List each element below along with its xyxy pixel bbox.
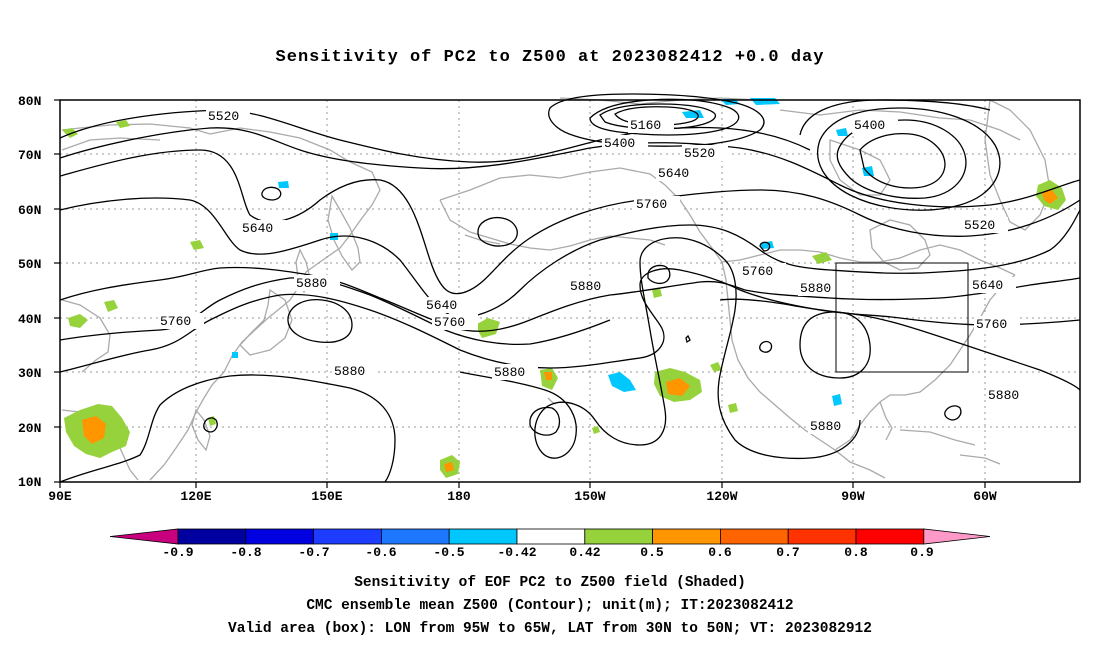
colorbar-swatch [177,528,247,545]
grid-lines [60,100,1080,482]
colorbar-swatch [448,528,518,545]
contour-label: 5640 [658,166,689,181]
caption-line-1: Sensitivity of EOF PC2 to Z500 field (Sh… [354,575,746,591]
contour-label: 5880 [988,388,1019,403]
contour-label: 5880 [494,365,525,380]
colorbar-swatch [787,528,857,545]
colorbar-swatch [720,528,789,545]
contour-label: 5640 [426,298,457,313]
colorbar-label: 0.6 [708,545,732,560]
contour-label: 5520 [208,109,239,124]
colorbar-label: 0.7 [776,545,799,560]
colorbar [109,528,991,545]
plot-title: Sensitivity of PC2 to Z500 at 2023082412… [275,48,825,67]
lat-label: 50N [18,257,41,272]
colorbar-low-extension [109,528,179,545]
contour-label: 5760 [636,197,667,212]
colorbar-swatch [652,528,721,545]
contour-label: 5640 [972,278,1003,293]
colorbar-label: -0.7 [298,545,329,560]
colorbar-label: -0.6 [365,545,396,560]
lon-label: 90W [841,489,865,504]
contour-label: 5760 [160,314,191,329]
valid-area-box [835,262,969,373]
caption-line-3: Valid area (box): LON from 95W to 65W, L… [228,621,872,637]
lat-label: 20N [18,421,41,436]
lon-label: 60W [973,489,997,504]
sensitivity-shading [62,98,1066,478]
contour-label: 5760 [742,264,773,279]
lat-label: 70N [18,148,41,163]
lat-label: 30N [18,366,41,381]
tick-marks [54,99,986,488]
lon-label: 120E [180,489,211,504]
contour-label: 5760 [434,315,465,330]
contour-label: 5400 [604,136,635,151]
colorbar-label: -0.42 [497,545,536,560]
contour-label: 5880 [800,281,831,296]
lat-label: 40N [18,312,41,327]
colorbar-swatch [380,528,450,545]
colorbar-swatch [245,528,315,545]
map-frame [59,99,1081,483]
colorbar-label: 0.8 [844,545,868,560]
contour-label: 5640 [242,221,273,236]
contour-label: 5880 [334,364,365,379]
contour-label: 5520 [684,146,715,161]
colorbar-high-extension [923,528,991,545]
colorbar-label: 0.9 [910,545,934,560]
contour-label: 5160 [630,118,661,133]
lat-label: 60N [18,203,41,218]
colorbar-label: -0.8 [230,545,261,560]
colorbar-swatch [584,528,653,545]
colorbar-swatch [313,528,382,545]
contour-label: 5880 [296,276,327,291]
contour-label: 5520 [964,218,995,233]
lon-label: 90E [48,489,72,504]
colorbar-labels: -0.9 -0.8 -0.7 -0.6 -0.5 -0.42 0.42 0.5 … [162,545,934,560]
lon-labels: 90E 120E 150E 180 150W 120W 90W 60W [48,489,997,504]
contour-label: 5400 [854,118,885,133]
lon-label: 150W [574,489,605,504]
colorbar-swatch [855,528,925,545]
lon-label: 150E [311,489,342,504]
colorbar-label: 0.42 [569,545,600,560]
colorbar-label: -0.9 [162,545,193,560]
colorbar-label: -0.5 [433,545,464,560]
lon-label: 120W [706,489,737,504]
lat-label: 10N [18,475,41,490]
contour-label: 5760 [976,317,1007,332]
caption-line-2: CMC ensemble mean Z500 (Contour); unit(m… [306,598,794,614]
contour-labels: 5520 5160 5400 5520 5640 5760 5400 5640 … [158,108,1032,434]
lon-label: 180 [447,489,471,504]
contour-label: 5880 [570,279,601,294]
colorbar-swatch [516,528,586,545]
contour-label: 5880 [810,419,841,434]
lat-label: 80N [18,94,41,109]
lat-labels: 80N 70N 60N 50N 40N 30N 20N 10N [18,94,41,490]
colorbar-label: 0.5 [640,545,664,560]
